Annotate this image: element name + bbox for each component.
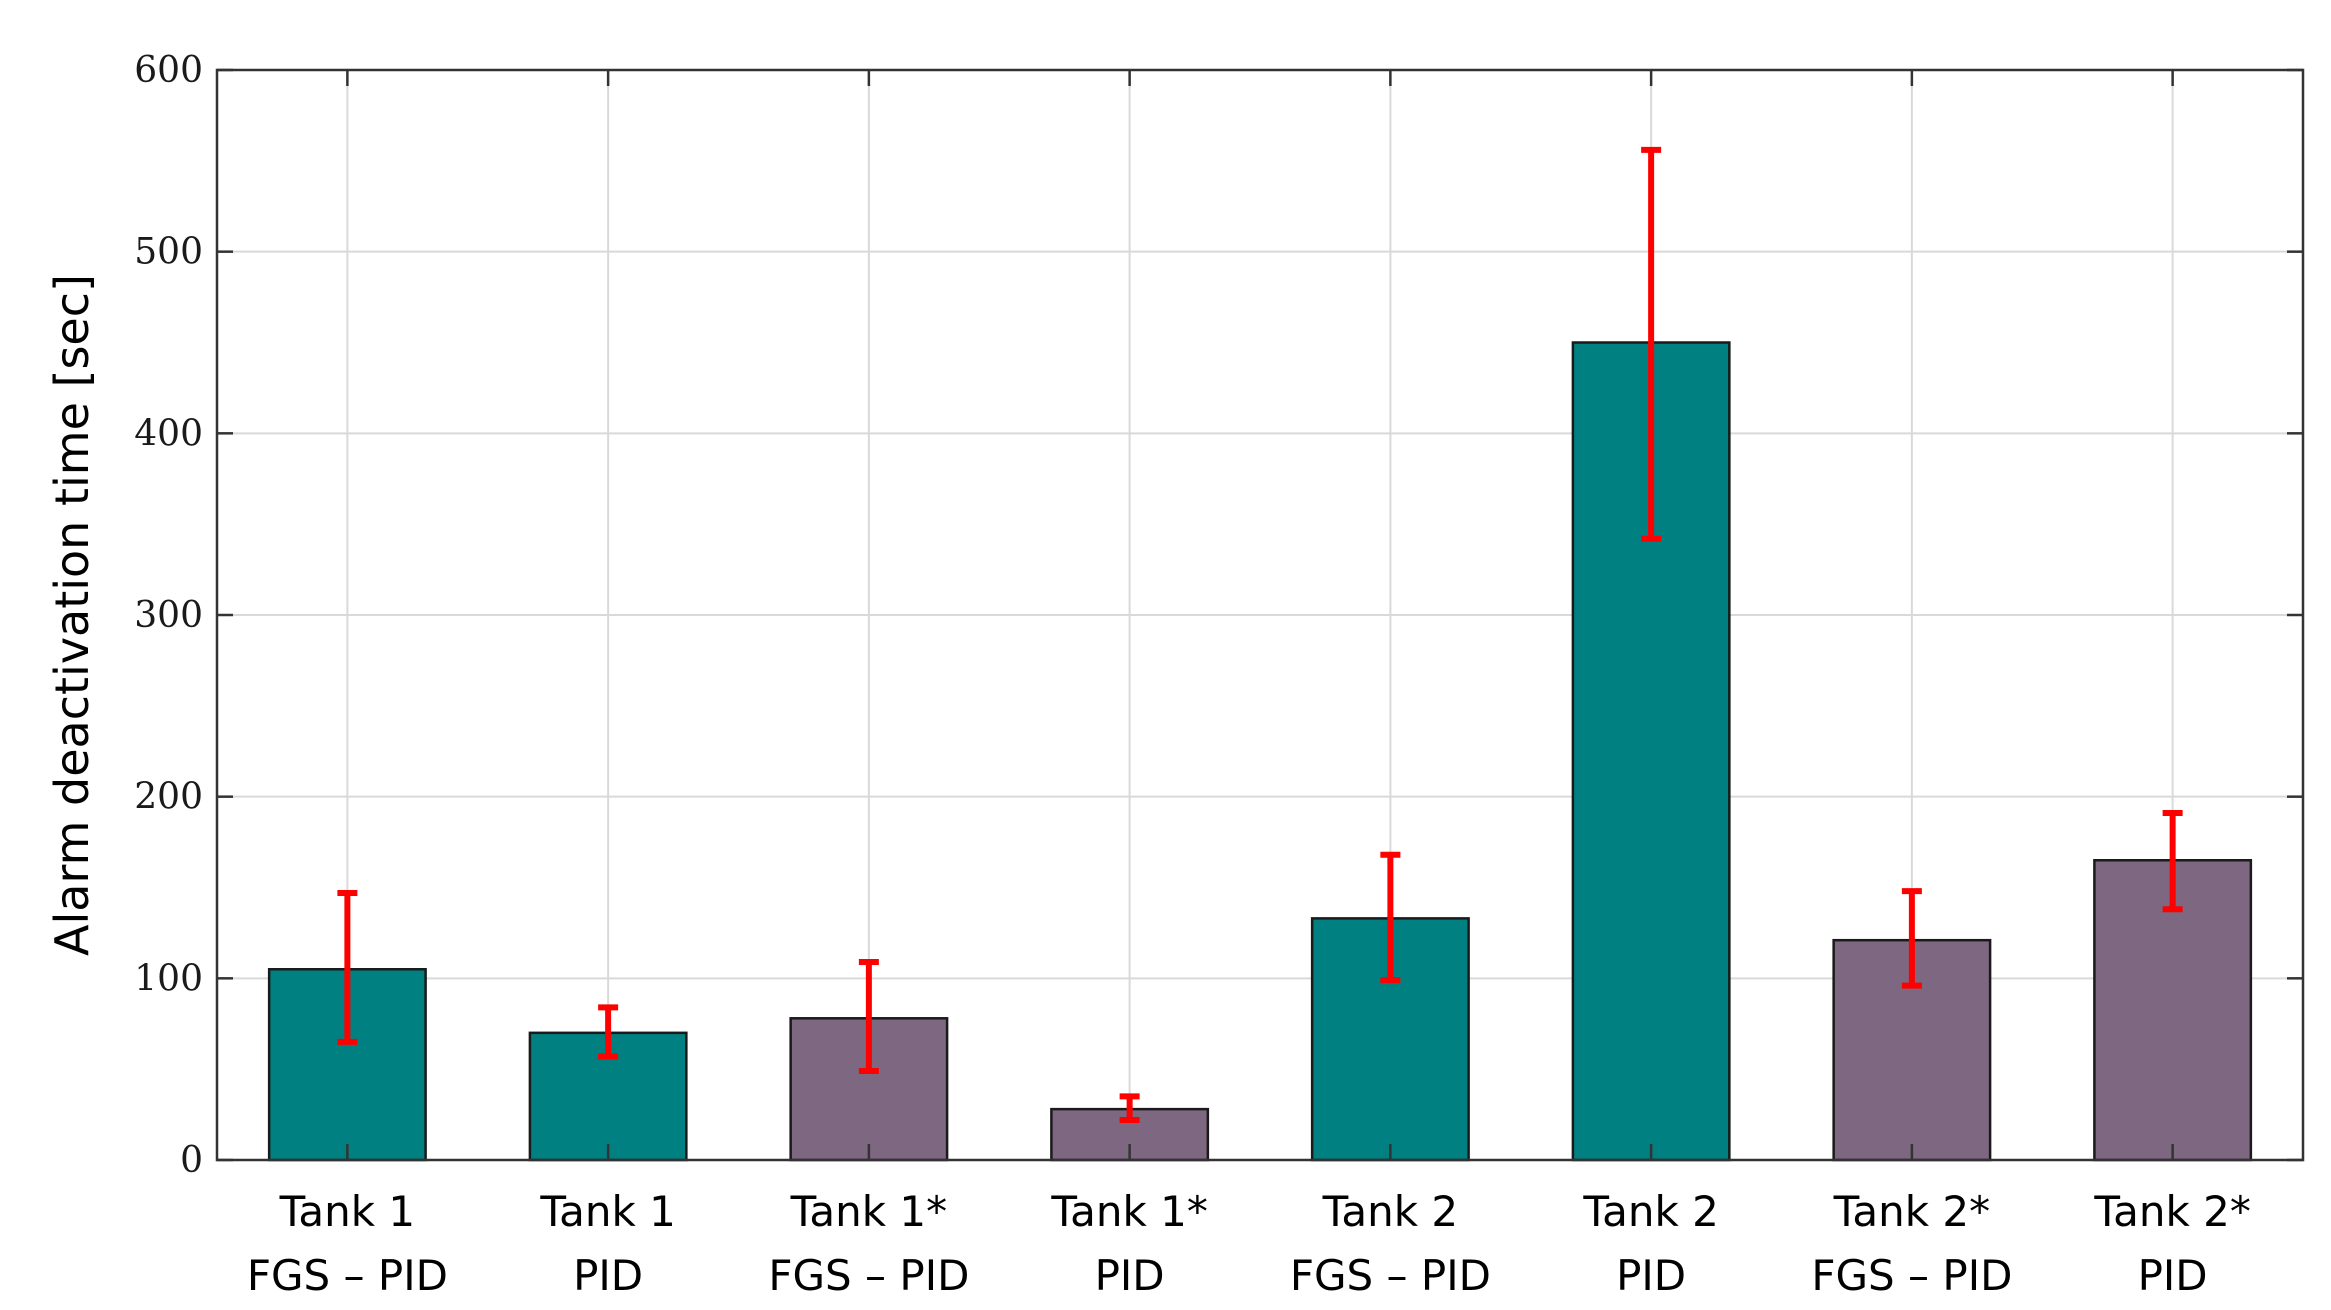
x-category-label-line2: PID [2138,1251,2208,1300]
x-category-label-line2: PID [1095,1251,1165,1300]
x-category-label-line1: Tank 2* [1833,1187,1990,1236]
x-tick-labels: Tank 1 FGS – PID Tank 1 PID Tank 1* FGS – PID… [247,1187,2251,1300]
axis-ticks [217,68,2303,1162]
y-tick-label: 500 [134,232,203,273]
x-category-label-line1: Tank 2 [1322,1187,1458,1236]
y-tick-label: 600 [134,50,203,91]
x-category-label-line2: FGS – PID [247,1251,448,1300]
x-category-label-line2: FGS – PID [1811,1251,2012,1300]
y-tick-label: 300 [134,595,203,636]
x-category-label-line1: Tank 1* [1050,1187,1207,1236]
x-category-label-line2: FGS – PID [1290,1251,1491,1300]
y-axis-title: Alarm deactivation time [sec] [45,274,99,956]
x-category-label-line1: Tank 2 [1582,1187,1718,1236]
bars [267,341,2253,1162]
x-category-label-line2: PID [573,1251,643,1300]
y-tick-labels: 0 100 200 300 400 500 600 [134,50,203,1181]
x-category-label-line2: PID [1616,1251,1686,1300]
x-category-label-line1: Tank 2* [2093,1187,2250,1236]
error-bars [337,146,2183,1124]
x-category-label-line1: Tank 1 [539,1187,675,1236]
y-tick-label: 400 [134,413,203,454]
x-category-label-line1: Tank 1* [790,1187,947,1236]
x-category-label-line1: Tank 1 [279,1187,415,1236]
y-tick-label: 100 [134,958,203,999]
x-category-label-line2: FGS – PID [768,1251,969,1300]
y-tick-label: 200 [134,777,203,818]
y-tick-label: 0 [180,1140,203,1181]
